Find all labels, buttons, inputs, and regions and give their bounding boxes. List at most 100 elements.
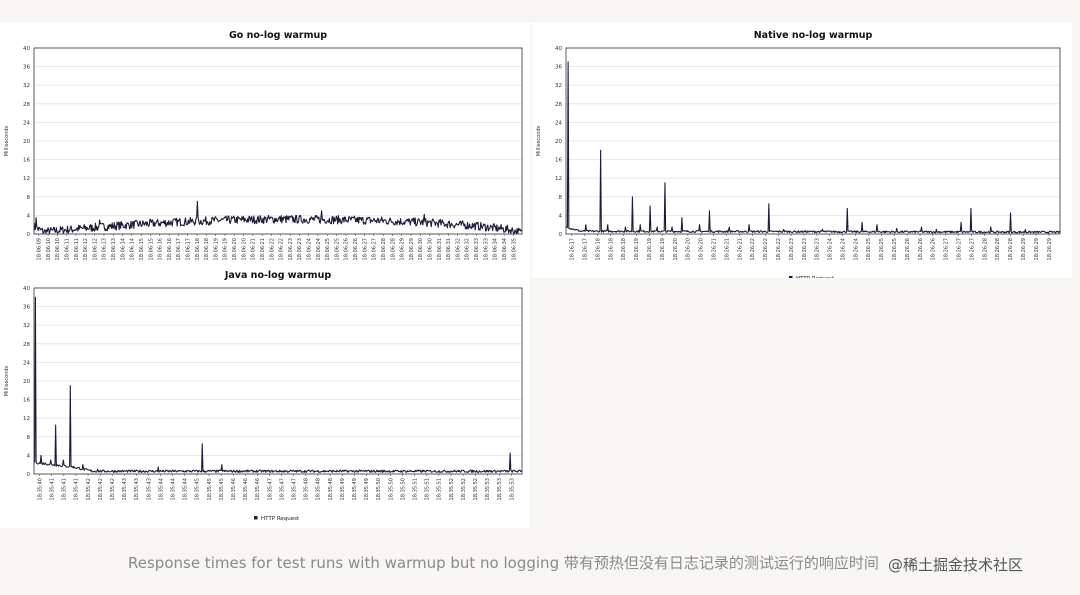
- x-tick-label: 18:35:48: [316, 478, 322, 500]
- x-tick-label: 18:35:51: [413, 478, 419, 500]
- y-tick-label: 12: [23, 416, 30, 422]
- x-tick-label: 18:26:25: [892, 238, 898, 260]
- go-chart: Go no-log warmup 0 4 8 12 16 20 24 28 32 36 40 Milli…: [4, 30, 523, 260]
- x-tick-label: 18:35:42: [110, 478, 116, 500]
- x-tick-label: 18:35:46: [243, 478, 249, 500]
- x-tick-label: 18:35:47: [292, 478, 298, 500]
- x-tick-label: 18:26:23: [815, 238, 821, 260]
- x-tick-label: 18:06:10: [46, 238, 52, 260]
- x-tick-label: 18:26:29: [1021, 238, 1027, 260]
- x-tick-label: 18:35:51: [437, 478, 443, 500]
- x-tick-label: 18:35:53: [509, 478, 515, 500]
- x-tick-label: 18:06:34: [493, 238, 499, 260]
- x-tick-label: 18:06:23: [288, 238, 294, 260]
- legend-label: HTTP Request: [796, 276, 835, 278]
- x-tick-label: 18:06:20: [232, 238, 238, 260]
- x-tick-label: 18:06:24: [316, 238, 322, 260]
- y-tick-label: 36: [555, 65, 562, 71]
- x-tick-label: 18:35:44: [183, 478, 189, 500]
- x-tick-label: 18:06:10: [55, 238, 61, 260]
- y-axis-label: Milliseconds: [536, 125, 542, 156]
- x-tick-label: 18:35:44: [171, 478, 177, 500]
- y-tick-label: 12: [555, 176, 562, 182]
- chart-title: Java no-log warmup: [224, 270, 332, 281]
- y-tick-label: 8: [559, 195, 563, 201]
- x-tick-label: 18:06:13: [111, 238, 117, 260]
- y-tick-label: 20: [23, 139, 30, 145]
- x-tick-label: 18:06:11: [74, 238, 80, 260]
- x-tick-label: 18:06:33: [474, 238, 480, 260]
- x-tick-label: 18:06:29: [409, 238, 415, 260]
- x-tick-label: 18:35:41: [62, 478, 68, 500]
- legend-label: HTTP Request: [261, 516, 300, 522]
- x-tick-label: 18:35:44: [158, 478, 164, 500]
- x-tick-label: 18:26:18: [621, 238, 627, 260]
- y-tick-label: 20: [23, 379, 30, 385]
- x-tick-label: 18:06:31: [446, 238, 452, 260]
- series-line: [565, 61, 1061, 234]
- x-tick-label: 18:26:25: [879, 238, 885, 260]
- chart-title: Native no-log warmup: [754, 30, 873, 41]
- y-tick-label: 28: [23, 342, 30, 348]
- x-tick-label: 18:06:13: [102, 238, 108, 260]
- x-tick-label: 18:26:22: [776, 238, 782, 260]
- y-tick-label: 32: [23, 83, 30, 89]
- x-tick-label: 18:26:26: [905, 238, 911, 260]
- x-tick-label: 18:06:29: [400, 238, 406, 260]
- x-tick-label: 18:06:34: [502, 238, 508, 260]
- x-tick-label: 18:35:49: [364, 478, 370, 500]
- y-tick-label: 0: [559, 232, 563, 238]
- y-axis-label: Milliseconds: [4, 365, 10, 396]
- x-tick-label: 18:06:11: [65, 238, 71, 260]
- x-tick-label: 18:26:28: [1008, 238, 1014, 260]
- plot-frame: [33, 47, 523, 235]
- x-tick-label: 18:06:30: [428, 238, 434, 260]
- x-tick-label: 18:06:31: [437, 238, 443, 260]
- x-tick-label: 18:26:24: [853, 238, 859, 260]
- y-tick-label: 32: [23, 323, 30, 329]
- x-tick-label: 18:35:52: [449, 478, 455, 500]
- x-tick-label: 18:26:26: [931, 238, 937, 260]
- y-tick-label: 4: [559, 213, 563, 219]
- x-tick-label: 18:35:41: [50, 478, 56, 500]
- legend-swatch: [789, 276, 793, 280]
- x-tick-label: 18:35:49: [340, 478, 346, 500]
- x-tick-label: 18:26:19: [647, 238, 653, 260]
- x-tick-label: 18:26:25: [866, 238, 872, 260]
- x-tick-label: 18:35:40: [37, 478, 43, 500]
- y-tick-label: 20: [555, 139, 562, 145]
- x-tick-label: 18:26:29: [1034, 238, 1040, 260]
- x-tick-label: 18:06:19: [213, 238, 219, 260]
- x-tick-label: 18:06:18: [195, 238, 201, 260]
- x-tick-label: 18:26:18: [608, 238, 614, 260]
- y-tick-label: 36: [23, 305, 30, 311]
- x-tick-label: 18:35:46: [255, 478, 261, 500]
- x-tick-label: 18:06:25: [325, 238, 331, 260]
- x-tick-label: 18:26:23: [789, 238, 795, 260]
- x-tick-label: 18:26:20: [699, 238, 705, 260]
- x-tick-label: 18:06:22: [269, 238, 275, 260]
- x-tick-label: 18:35:42: [98, 478, 104, 500]
- x-tick-label: 18:06:15: [139, 238, 145, 260]
- y-tick-label: 28: [555, 102, 562, 108]
- x-tick-label: 18:06:14: [120, 238, 126, 260]
- y-tick-label: 0: [27, 472, 31, 478]
- x-tick-label: 18:06:17: [186, 238, 192, 260]
- y-tick-label: 24: [23, 120, 30, 126]
- x-tick-label: 18:06:23: [297, 238, 303, 260]
- java-chart: Java no-log warmup 0 4 8 12 16 20 24 28 32 36 40 Mil…: [4, 270, 523, 522]
- x-tick-label: 18:35:43: [134, 478, 140, 500]
- series-line: [33, 296, 523, 473]
- x-tick-label: 18:06:26: [344, 238, 350, 260]
- x-tick-label: 18:26:29: [1047, 238, 1053, 260]
- x-tick-label: 18:26:18: [595, 238, 601, 260]
- y-tick-label: 36: [23, 65, 30, 71]
- x-tick-label: 18:35:52: [461, 478, 467, 500]
- x-tick-label: 18:35:45: [219, 478, 225, 500]
- x-tick-label: 18:06:30: [418, 238, 424, 260]
- x-tick-label: 18:06:18: [204, 238, 210, 260]
- x-tick-label: 18:26:17: [583, 238, 589, 260]
- y-tick-label: 40: [23, 46, 30, 52]
- x-tick-label: 18:06:28: [381, 238, 387, 260]
- x-tick-label: 18:06:12: [83, 238, 89, 260]
